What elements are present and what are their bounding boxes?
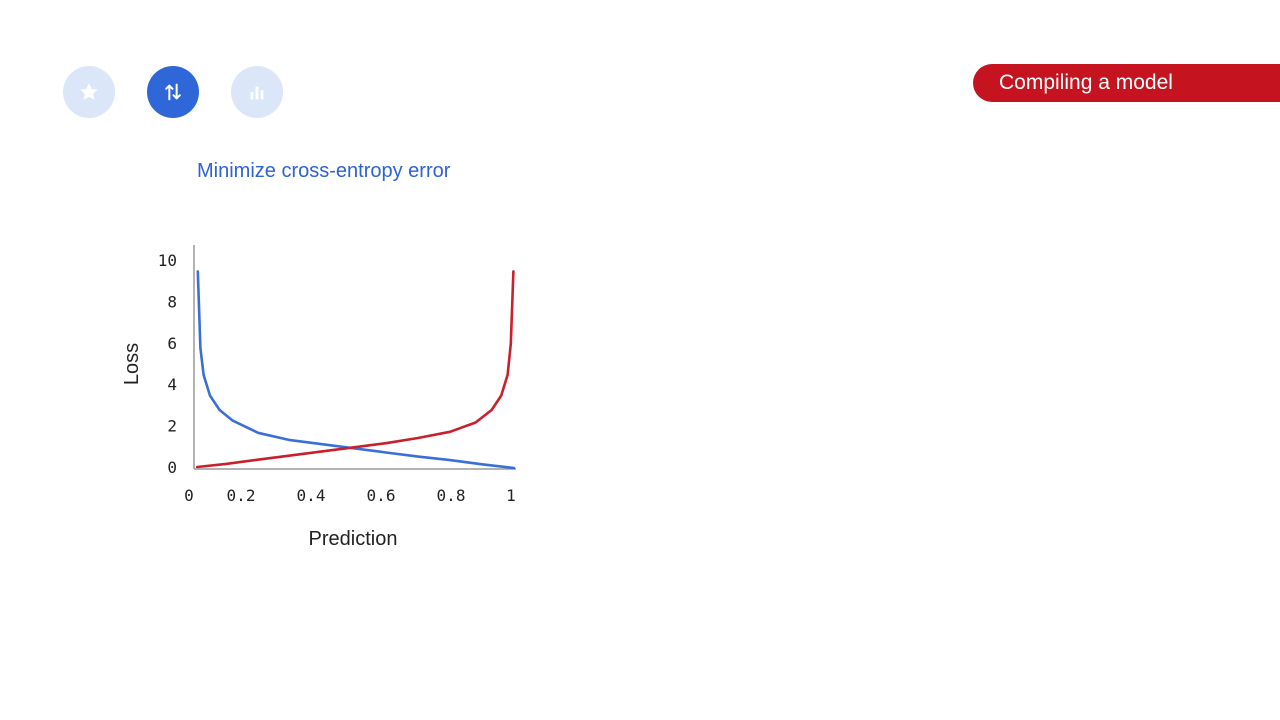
star-icon[interactable] (63, 66, 115, 118)
y-tick-label: 8 (167, 292, 177, 311)
star-icon-glyph (80, 83, 98, 100)
y-tick-label: 10 (158, 251, 177, 270)
y-tick-label: 2 (167, 417, 177, 436)
section-title-pill: Compiling a model (973, 64, 1280, 102)
x-axis-title: Prediction (309, 528, 398, 550)
chart-title: Minimize cross-entropy error (197, 160, 451, 182)
y-axis-title: Loss (121, 343, 143, 385)
y-tick-label: 0 (167, 458, 177, 477)
x-tick-label: 0.4 (297, 486, 326, 505)
series-line-1 (196, 270, 516, 470)
x-tick-label: 0.8 (437, 486, 466, 505)
x-tick-label: 0 (184, 486, 194, 505)
x-tick-label: 1 (506, 486, 516, 505)
bar-chart-icon-glyph (250, 86, 264, 100)
series-line-2 (195, 270, 515, 469)
y-tick-label: 6 (167, 334, 177, 353)
x-tick-label: 0.2 (227, 486, 256, 505)
y-tick-label: 4 (167, 375, 177, 394)
bar-chart-icon[interactable] (231, 66, 283, 118)
x-tick-label: 0.6 (367, 486, 396, 505)
swap-vertical-icon-glyph (165, 83, 181, 101)
swap-vertical-icon[interactable] (147, 66, 199, 118)
